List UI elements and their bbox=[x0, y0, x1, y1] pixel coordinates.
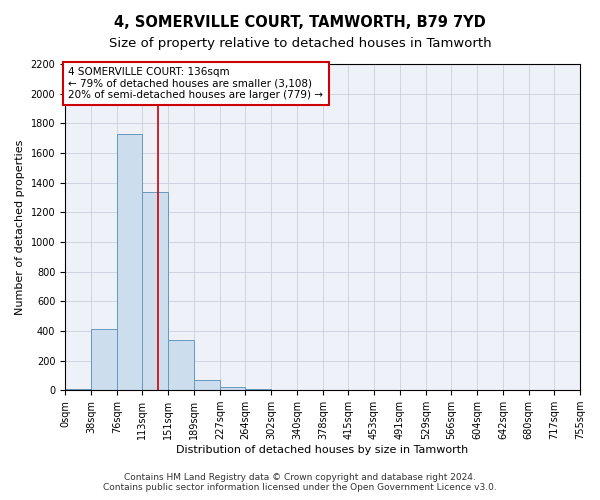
Bar bbox=[142, 192, 168, 390]
Bar bbox=[168, 340, 194, 390]
X-axis label: Distribution of detached houses by size in Tamworth: Distribution of detached houses by size … bbox=[176, 445, 469, 455]
Bar bbox=[220, 387, 245, 390]
Y-axis label: Number of detached properties: Number of detached properties bbox=[15, 140, 25, 315]
Text: 4 SOMERVILLE COURT: 136sqm
← 79% of detached houses are smaller (3,108)
20% of s: 4 SOMERVILLE COURT: 136sqm ← 79% of deta… bbox=[68, 67, 323, 100]
Bar bbox=[91, 330, 117, 390]
Bar bbox=[117, 134, 142, 390]
Bar bbox=[194, 380, 220, 390]
Text: 4, SOMERVILLE COURT, TAMWORTH, B79 7YD: 4, SOMERVILLE COURT, TAMWORTH, B79 7YD bbox=[114, 15, 486, 30]
Text: Size of property relative to detached houses in Tamworth: Size of property relative to detached ho… bbox=[109, 38, 491, 51]
Text: Contains HM Land Registry data © Crown copyright and database right 2024.
Contai: Contains HM Land Registry data © Crown c… bbox=[103, 473, 497, 492]
